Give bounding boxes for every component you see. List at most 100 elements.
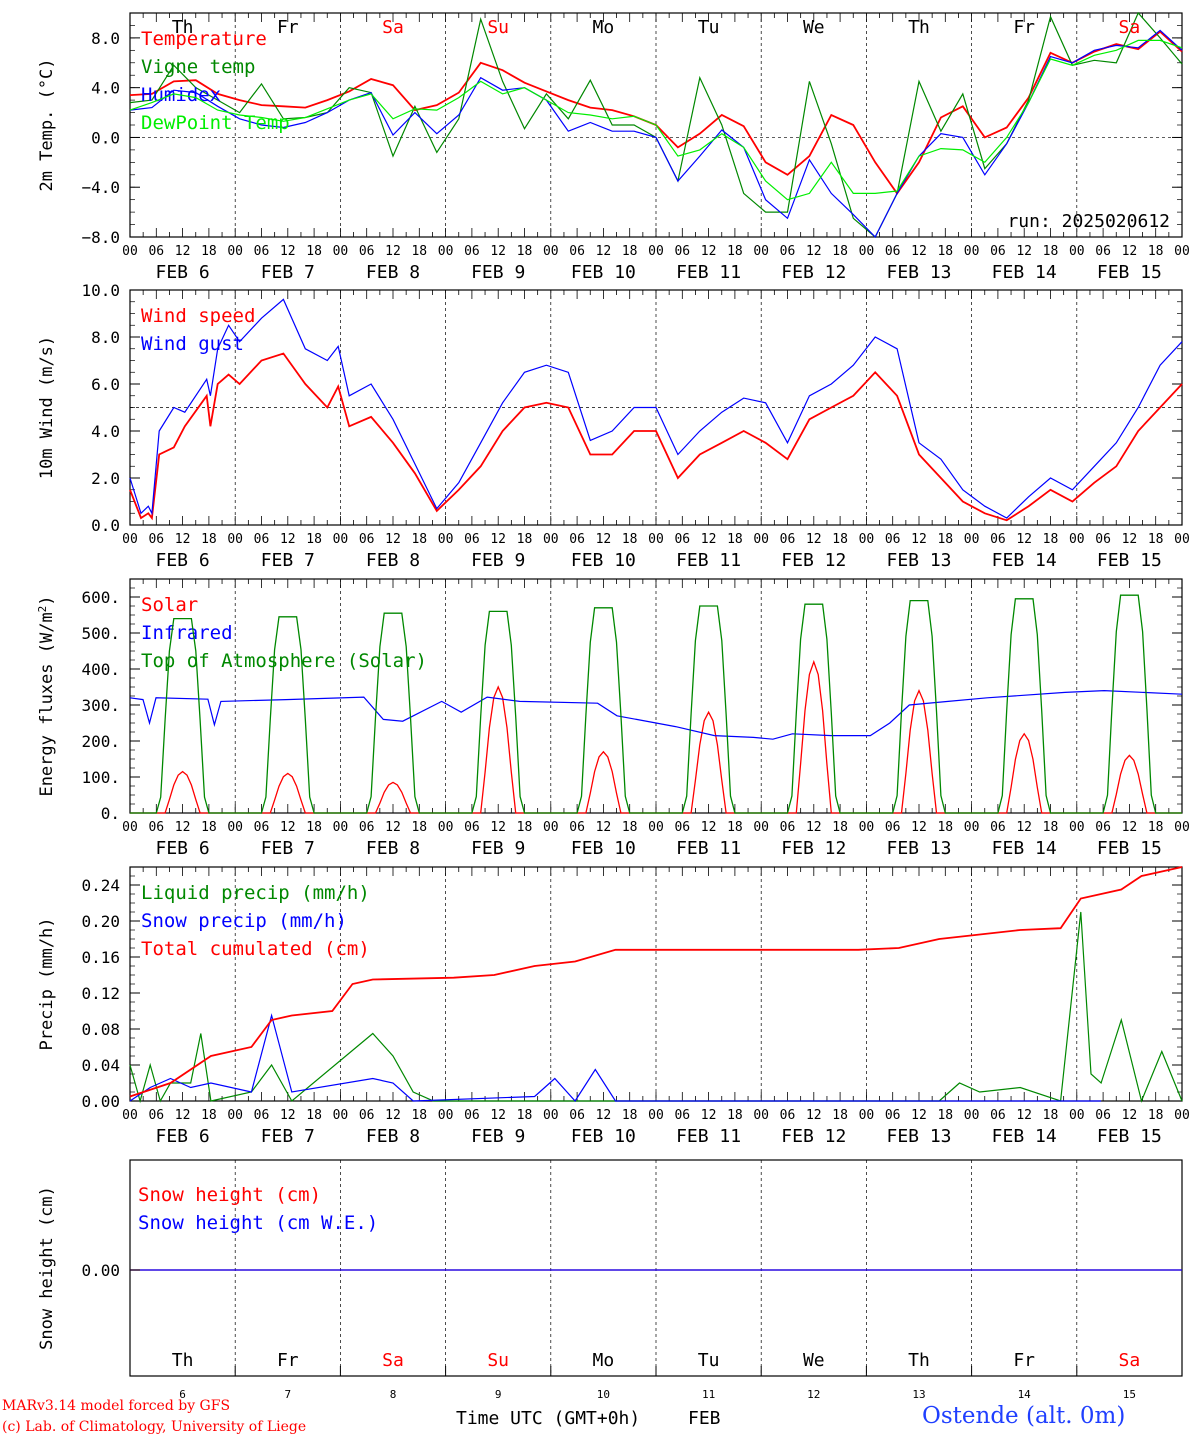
hour-tick-label: 12 bbox=[490, 532, 506, 547]
hour-tick-label: 18 bbox=[622, 1108, 638, 1123]
hour-tick-label: 06 bbox=[885, 532, 901, 547]
hour-tick-label: 18 bbox=[1148, 532, 1164, 547]
weekday-label-top: We bbox=[803, 17, 825, 38]
hour-tick-label: 00 bbox=[964, 820, 980, 835]
date-label: FEB 8 bbox=[366, 838, 420, 859]
hour-tick-label: 12 bbox=[490, 820, 506, 835]
hour-tick-label: 12 bbox=[175, 820, 191, 835]
date-label: FEB 10 bbox=[571, 838, 636, 859]
hour-tick-label: 18 bbox=[306, 532, 322, 547]
y-tick-label: 4.0 bbox=[91, 422, 120, 441]
y-axis-label: Precip (mm/h) bbox=[37, 917, 57, 1050]
date-label: FEB 12 bbox=[781, 1126, 846, 1147]
legend-snow-height-cm: Snow height (cm) bbox=[138, 1184, 321, 1206]
y-tick-label: 6.0 bbox=[91, 375, 120, 394]
hour-tick-label: 00 bbox=[859, 244, 875, 259]
legend-infrared: Infrared bbox=[141, 622, 233, 644]
hour-tick-label: 06 bbox=[148, 1108, 164, 1123]
date-label: FEB 8 bbox=[366, 262, 420, 283]
hour-tick-label: 06 bbox=[464, 244, 480, 259]
legend-top-of-atmosphere-solar: Top of Atmosphere (Solar) bbox=[141, 650, 427, 672]
hour-tick-label: 12 bbox=[385, 820, 401, 835]
date-label: FEB 14 bbox=[992, 262, 1057, 283]
hour-tick-label: 00 bbox=[753, 1108, 769, 1123]
top-of-atmosphere-solar-line bbox=[130, 594, 1182, 814]
hour-tick-label: 00 bbox=[122, 1108, 138, 1123]
hour-tick-label: 12 bbox=[1122, 1108, 1138, 1123]
y-axis-label: 2m Temp. (°C) bbox=[37, 58, 57, 191]
hour-tick-label: 06 bbox=[990, 532, 1006, 547]
hour-tick-label: 00 bbox=[543, 244, 559, 259]
y-tick-label: −8.0 bbox=[81, 228, 120, 247]
liquid-precip-mm-h-line bbox=[129, 911, 1183, 1104]
hour-tick-label: 18 bbox=[411, 532, 427, 547]
hour-tick-label: 06 bbox=[780, 1108, 796, 1123]
y-tick-label: 600. bbox=[81, 588, 120, 607]
hour-tick-label: 12 bbox=[596, 820, 612, 835]
total-cumulated-cm-line bbox=[129, 866, 1183, 1098]
footer-station: Ostende (alt. 0m) bbox=[922, 1403, 1126, 1429]
hour-tick-label: 00 bbox=[438, 820, 454, 835]
weekday-label-bottom: Sa bbox=[382, 1350, 404, 1371]
hour-tick-label: 12 bbox=[1016, 244, 1032, 259]
day-number-label: 15 bbox=[1123, 1388, 1136, 1401]
date-label: FEB 13 bbox=[886, 1126, 951, 1147]
date-label: FEB 11 bbox=[676, 838, 741, 859]
hour-tick-label: 12 bbox=[596, 532, 612, 547]
hour-tick-label: 00 bbox=[964, 532, 980, 547]
hour-tick-label: 00 bbox=[333, 244, 349, 259]
date-label: FEB 13 bbox=[886, 838, 951, 859]
hour-tick-label: 06 bbox=[359, 1108, 375, 1123]
hour-tick-label: 00 bbox=[964, 244, 980, 259]
hour-tick-label: 18 bbox=[832, 532, 848, 547]
legend-dewpoint-temp: DewPoint Temp bbox=[141, 112, 290, 134]
date-label: FEB 9 bbox=[471, 838, 525, 859]
humidex-line bbox=[129, 29, 1183, 239]
y-tick-label: 0.04 bbox=[81, 1056, 120, 1075]
hour-tick-label: 00 bbox=[438, 244, 454, 259]
date-label: FEB 12 bbox=[781, 262, 846, 283]
hour-tick-label: 12 bbox=[1016, 532, 1032, 547]
hour-tick-label: 18 bbox=[937, 244, 953, 259]
hour-tick-label: 18 bbox=[1043, 820, 1059, 835]
hour-tick-label: 12 bbox=[385, 244, 401, 259]
legend-snow-height-cm-w-e: Snow height (cm W.E.) bbox=[138, 1212, 378, 1234]
hour-tick-label: 00 bbox=[859, 820, 875, 835]
hour-tick-label: 18 bbox=[201, 244, 217, 259]
hour-tick-label: 18 bbox=[727, 1108, 743, 1123]
hour-tick-label: 00 bbox=[753, 820, 769, 835]
hour-tick-label: 12 bbox=[280, 532, 296, 547]
hour-tick-label: 18 bbox=[937, 532, 953, 547]
y-tick-label: −4.0 bbox=[81, 178, 120, 197]
y-tick-label: 0.08 bbox=[81, 1020, 120, 1039]
hour-tick-label: 12 bbox=[175, 244, 191, 259]
snow-precip-mm-h-line bbox=[129, 1013, 1102, 1102]
hour-tick-label: 06 bbox=[359, 820, 375, 835]
hour-tick-label: 00 bbox=[227, 244, 243, 259]
hour-tick-label: 18 bbox=[201, 532, 217, 547]
hour-tick-label: 00 bbox=[543, 1108, 559, 1123]
hour-tick-label: 12 bbox=[280, 1108, 296, 1123]
hour-tick-label: 18 bbox=[1043, 532, 1059, 547]
hour-tick-label: 00 bbox=[333, 820, 349, 835]
footer-model-line: MARv3.14 model forced by GFS bbox=[2, 1398, 231, 1414]
date-label: FEB 7 bbox=[261, 838, 315, 859]
dewpoint-temp-line bbox=[129, 39, 1183, 201]
y-tick-label: 0.20 bbox=[81, 912, 120, 931]
day-number-label: 13 bbox=[912, 1388, 925, 1401]
hour-tick-label: 06 bbox=[148, 244, 164, 259]
hour-tick-label: 18 bbox=[517, 820, 533, 835]
hour-tick-label: 00 bbox=[1069, 820, 1085, 835]
hour-tick-label: 18 bbox=[306, 1108, 322, 1123]
date-label: FEB 10 bbox=[571, 262, 636, 283]
hour-tick-label: 00 bbox=[227, 820, 243, 835]
date-label: FEB 9 bbox=[471, 262, 525, 283]
wind-speed-line bbox=[129, 352, 1183, 522]
hour-tick-label: 06 bbox=[674, 532, 690, 547]
y-tick-label: 4.0 bbox=[91, 79, 120, 98]
weekday-label-top: Su bbox=[487, 17, 509, 38]
date-label: FEB 15 bbox=[1097, 550, 1162, 571]
legend-liquid-precip-mm-h: Liquid precip (mm/h) bbox=[141, 882, 370, 904]
y-tick-label: 400. bbox=[81, 660, 120, 679]
